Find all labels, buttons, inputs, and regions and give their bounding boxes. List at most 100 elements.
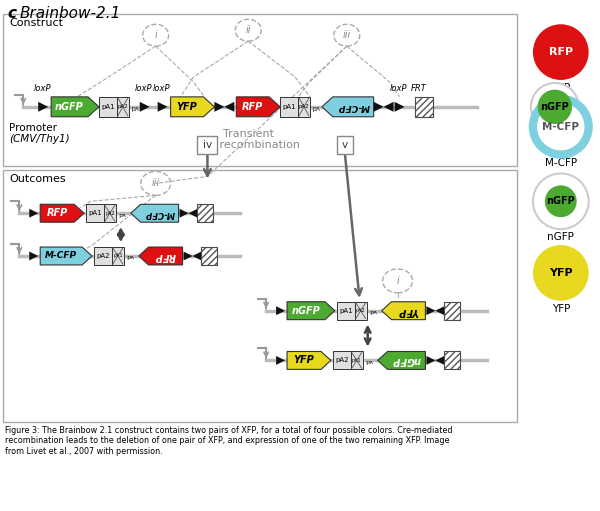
Text: Figure 3: The Brainbow 2.1 construct contains two pairs of XFP, for a total of f: Figure 3: The Brainbow 2.1 construct con… [5,426,453,456]
Text: M-CFP: M-CFP [542,122,579,132]
Polygon shape [436,306,445,315]
Text: vd: vd [365,358,373,363]
Text: v: v [342,140,348,150]
Text: ii: ii [245,25,251,35]
Text: Cre recombination: Cre recombination [197,140,300,150]
Text: Promoter: Promoter [10,123,58,133]
Text: pA2: pA2 [335,357,349,363]
Text: nGFP: nGFP [547,196,575,206]
Text: loxP: loxP [34,84,51,93]
Text: YFP: YFP [549,268,572,278]
Text: iii: iii [343,30,351,40]
Text: pA2: pA2 [299,104,310,109]
Bar [202,247,217,265]
Polygon shape [276,356,285,365]
Polygon shape [158,102,167,112]
Polygon shape [170,97,214,117]
Text: M-CFP: M-CFP [45,251,77,261]
Text: RFP: RFP [47,208,68,218]
Text: nGFP: nGFP [542,136,568,147]
Text: pA1: pA1 [339,308,353,314]
Text: M-CFP: M-CFP [337,102,370,111]
Text: YFP: YFP [398,306,419,316]
Polygon shape [287,352,331,369]
FancyBboxPatch shape [197,135,217,154]
Text: YFP: YFP [551,304,570,314]
Text: Transient: Transient [223,129,274,138]
Polygon shape [374,102,383,112]
Text: Construct: Construct [10,18,64,28]
Polygon shape [51,97,99,117]
Circle shape [533,99,589,154]
Text: pA1: pA1 [88,210,102,216]
Text: YFP: YFP [293,356,314,365]
Polygon shape [395,102,404,112]
Bar [333,352,351,369]
Text: M-CFP: M-CFP [545,157,577,168]
Text: RFP: RFP [549,47,573,57]
Polygon shape [184,251,193,261]
Polygon shape [40,204,84,222]
Bar [197,204,214,222]
Polygon shape [179,209,188,218]
Text: iii: iii [152,178,160,189]
Text: pA1: pA1 [113,253,122,259]
Polygon shape [322,97,374,117]
Bar [4,171,517,422]
Polygon shape [287,302,335,320]
Circle shape [533,245,589,301]
Polygon shape [383,102,394,112]
Text: Outcomes: Outcomes [10,174,66,184]
Text: Brainbow-2.1: Brainbow-2.1 [19,6,121,21]
Bar [117,97,129,117]
Text: pA1: pA1 [352,358,362,363]
Bar [104,204,116,222]
Text: pA2: pA2 [118,104,128,109]
Bar [202,247,217,265]
Text: nGFP: nGFP [55,102,84,112]
Text: pA1: pA1 [282,104,296,110]
Bar [298,97,310,117]
Polygon shape [188,209,197,218]
Text: loxP: loxP [135,84,152,93]
Polygon shape [214,102,224,112]
Text: pA2: pA2 [96,253,110,259]
Bar [94,247,112,265]
Circle shape [538,89,572,124]
Text: pA2: pA2 [356,308,365,313]
Circle shape [533,173,589,229]
Bar [86,204,104,222]
Polygon shape [29,209,38,218]
Text: nGFP: nGFP [392,356,421,365]
Bar [337,302,355,320]
Text: YFP: YFP [176,102,197,112]
Text: nGFP: nGFP [541,102,569,112]
Text: c: c [7,6,16,21]
Polygon shape [38,102,48,112]
Text: vd: vd [118,211,126,216]
Text: i: i [396,276,399,286]
Bar [351,352,363,369]
Circle shape [545,185,577,217]
Text: nGFP: nGFP [547,232,574,242]
Polygon shape [131,204,179,222]
Text: M-CFP: M-CFP [145,208,175,218]
Bar [445,352,460,369]
Bar [355,302,367,320]
Bar [445,302,460,320]
Polygon shape [40,247,92,265]
Text: loxP: loxP [153,84,170,93]
Text: vd: vd [369,308,377,313]
Bar [445,352,460,369]
Text: pA1: pA1 [101,104,115,110]
Polygon shape [427,306,436,315]
Bar [280,97,298,117]
Text: vd: vd [311,104,320,110]
Text: pA2: pA2 [105,211,115,216]
Bar [197,204,214,222]
FancyBboxPatch shape [337,135,353,154]
Bar [445,302,460,320]
Bar [4,14,517,167]
Polygon shape [427,356,436,365]
Polygon shape [29,251,38,261]
